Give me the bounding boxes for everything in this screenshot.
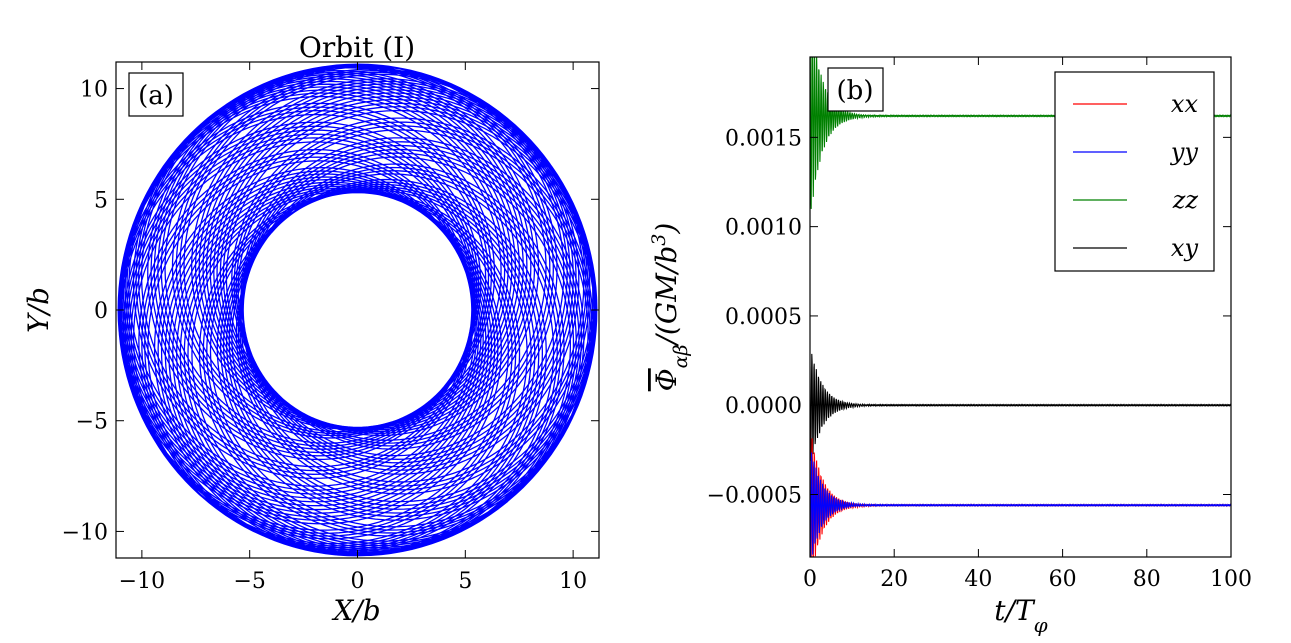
panel-a-ticks: −10 −5 0 5 10 −10 −5 0 5 10 bbox=[62, 62, 599, 594]
panel-a-xtick-label: 5 bbox=[458, 569, 472, 594]
panel-a-ytick-label: −10 bbox=[62, 520, 108, 545]
panel-a-ytick-label: 10 bbox=[80, 78, 108, 103]
panel-b-xtick-label: 100 bbox=[1210, 567, 1252, 592]
panel-b-xlabel: t/Tφ bbox=[994, 594, 1047, 637]
legend-box bbox=[1054, 71, 1215, 272]
panel-b-ytick-label: 0.0015 bbox=[725, 126, 802, 151]
panel-b-xtick-label: 0 bbox=[803, 567, 817, 592]
panel-a-ytick-label: 5 bbox=[94, 188, 108, 213]
legend-label-zz: zz bbox=[1172, 186, 1199, 214]
panel-a-ytick-label: −5 bbox=[76, 410, 108, 435]
panel-b-ytick-label: −0.0005 bbox=[707, 484, 802, 509]
orbit-series-line bbox=[117, 63, 598, 557]
panel-b-xtick-label: 60 bbox=[1049, 567, 1077, 592]
panel-b-ytick-label: 0.0000 bbox=[725, 394, 802, 419]
panel-a-xtick-label: 0 bbox=[351, 569, 365, 594]
panel-b-label: (b) bbox=[837, 76, 874, 106]
panel-b-ticks: 0 20 40 60 80 100 −0.0005 0.0000 0.0005 0.0010 0.0… bbox=[707, 57, 1252, 592]
panel-b-label-box: (b) bbox=[827, 67, 884, 112]
panel-b-xtick-label: 20 bbox=[880, 567, 908, 592]
panel-a-xtick-label: −5 bbox=[233, 569, 265, 594]
panel-a-label: (a) bbox=[138, 81, 174, 111]
panel-b-ytick-label: 0.0005 bbox=[725, 305, 802, 330]
legend-label-yy: yy bbox=[1170, 138, 1199, 166]
legend-label-xx: xx bbox=[1171, 90, 1199, 118]
panel-a-xlabel: X/b bbox=[331, 594, 380, 627]
panel-b-ytick-label: 0.0010 bbox=[725, 216, 802, 241]
panel-a: Orbit (I) −10 −5 0 5 10 −10 −5 0 5 10 (a) X/b Y/b bbox=[22, 31, 600, 627]
panel-a-label-box: (a) bbox=[128, 72, 184, 117]
panel-a-ytick-label: 0 bbox=[94, 299, 108, 324]
panel-b-ylabel: Φαβ/(GM/b3) bbox=[648, 223, 692, 392]
legend: xx yy zz xy bbox=[1054, 71, 1215, 272]
panel-b-xtick-label: 80 bbox=[1133, 567, 1161, 592]
panel-a-frame bbox=[115, 61, 600, 559]
legend-label-xy: xy bbox=[1171, 234, 1199, 262]
panel-a-xtick-label: 10 bbox=[559, 569, 587, 594]
series-line-yy bbox=[810, 452, 1231, 557]
panel-a-xtick-label: −10 bbox=[119, 569, 165, 594]
series-line-xy bbox=[810, 353, 1231, 461]
panel-b-xtick-label: 40 bbox=[964, 567, 992, 592]
panel-a-ylabel: Y/b bbox=[22, 287, 55, 333]
panel-b: 0 20 40 60 80 100 −0.0005 0.0000 0.0005 0.0010 0.0… bbox=[648, 56, 1252, 637]
series-line-xx bbox=[810, 428, 1231, 557]
panel-a-title: Orbit (I) bbox=[299, 31, 415, 64]
panel-b-frame bbox=[809, 56, 1232, 558]
